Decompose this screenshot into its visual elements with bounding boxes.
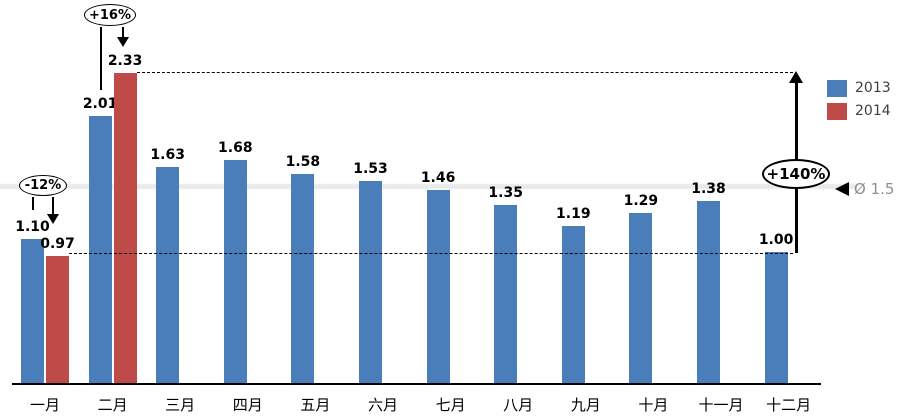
bar-2014-二月: [113, 73, 137, 383]
growth-arrow-head-icon: [789, 71, 803, 83]
value-label-2013-八月: 1.35: [488, 185, 523, 201]
value-label-2013-四月: 1.68: [218, 140, 253, 156]
bar-2013-十一月: [697, 201, 720, 383]
reference-line-bottom: [69, 253, 793, 254]
bar-2013-十二月: [764, 252, 788, 383]
jan-arrow-head-icon: [47, 214, 59, 224]
growth-annotation-ellipse: +140%: [762, 159, 830, 189]
average-line-band: [0, 184, 856, 189]
bar-2013-八月: [494, 205, 518, 383]
bar-2013-六月: [359, 181, 382, 383]
bar-2013-三月: [156, 167, 180, 383]
x-tick-label-六月: 六月: [367, 396, 398, 414]
value-label-2014-二月: 2.33: [107, 53, 143, 69]
feb-change-ellipse: +16%: [84, 4, 136, 26]
value-label-2013-五月: 1.58: [285, 154, 321, 170]
value-label-2013-九月: 1.19: [556, 206, 591, 222]
jan-change-ellipse: -12%: [19, 175, 67, 196]
legend-swatch-2014: [827, 103, 847, 120]
jan-change-label: -12%: [24, 178, 62, 193]
value-label-2013-十月: 1.29: [623, 193, 659, 209]
value-label-2013-十一月: 1.38: [691, 181, 726, 197]
x-tick-label-二月: 二月: [97, 396, 128, 414]
legend-swatch-2013: [827, 80, 847, 97]
x-tick-label-七月: 七月: [435, 396, 466, 414]
x-tick-label-十二月: 十二月: [766, 396, 812, 414]
x-tick-label-十月: 十月: [638, 396, 669, 414]
x-tick-label-三月: 三月: [165, 396, 196, 414]
reference-line-top: [137, 72, 793, 73]
x-axis-line: [12, 383, 821, 385]
jan-arrow-stem: [52, 197, 54, 215]
bar-2013-七月: [426, 190, 450, 383]
value-label-2013-七月: 1.46: [420, 170, 456, 186]
bar-2013-二月: [88, 116, 112, 383]
bar-2013-五月: [291, 174, 315, 383]
value-label-2013-二月: 2.01: [82, 96, 118, 112]
x-tick-label-五月: 五月: [300, 396, 331, 414]
growth-annotation-label: +140%: [766, 165, 826, 183]
bar-2013-一月: [21, 239, 44, 383]
feb-change-label: +16%: [88, 7, 131, 23]
average-marker-label: Ø 1.5: [854, 180, 895, 198]
x-tick-label-一月: 一月: [29, 396, 60, 414]
x-tick-label-十一月: 十一月: [698, 396, 744, 414]
value-label-2013-一月: 1.10: [15, 219, 50, 235]
x-tick-label-九月: 九月: [570, 396, 601, 414]
bar-2013-四月: [223, 160, 247, 383]
feb-connector-line: [100, 27, 102, 90]
average-marker-triangle-icon: [835, 182, 849, 196]
x-tick-label-四月: 四月: [232, 396, 263, 414]
value-label-2013-三月: 1.63: [150, 147, 185, 163]
jan-connector-line: [32, 197, 34, 210]
bar-2014-一月: [46, 256, 69, 383]
x-tick-label-八月: 八月: [503, 396, 534, 414]
feb-arrow-head-icon: [117, 37, 129, 47]
value-label-2014-一月: 0.97: [40, 236, 75, 252]
value-label-2013-十二月: 1.00: [758, 232, 794, 248]
bar-2013-九月: [561, 226, 585, 383]
legend-label-2013: 2013: [855, 80, 891, 96]
legend-label-2014: 2014: [855, 103, 891, 119]
feb-arrow-stem: [122, 27, 124, 38]
value-label-2013-六月: 1.53: [353, 161, 388, 177]
bar-2013-十月: [629, 213, 653, 383]
